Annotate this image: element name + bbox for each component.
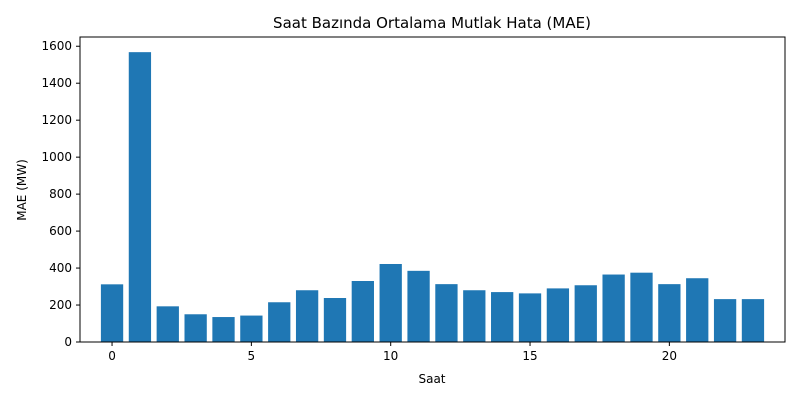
bar-hour-11 <box>407 270 430 342</box>
bar-hour-0 <box>100 284 124 342</box>
bars <box>100 52 765 342</box>
y-axis-ticks: 0 200 400 600 800 1000 1200 1400 1600 <box>41 39 80 349</box>
x-tick-label: 20 <box>662 349 677 363</box>
y-tick-label: 200 <box>49 298 72 312</box>
y-tick-label: 1600 <box>41 39 72 53</box>
bar-hour-3 <box>184 314 207 342</box>
plot-frame <box>79 36 786 343</box>
bar-hour-9 <box>351 281 374 342</box>
bar-hour-12 <box>435 284 458 342</box>
bar-hour-2 <box>156 306 179 342</box>
bar-hour-13 <box>463 290 486 342</box>
y-tick-label: 600 <box>49 224 72 238</box>
bar-hour-5 <box>240 315 263 342</box>
bar-hour-14 <box>491 292 514 342</box>
bar-hour-20 <box>658 284 681 342</box>
y-tick-label: 1000 <box>41 150 72 164</box>
bar-hour-1 <box>128 52 152 342</box>
bar-hour-15 <box>518 293 542 342</box>
y-tick-label: 1200 <box>41 113 72 127</box>
y-tick-label: 400 <box>49 261 72 275</box>
bar-hour-16 <box>546 288 570 342</box>
bar-hour-7 <box>295 290 319 342</box>
bar-hour-22 <box>713 299 737 342</box>
bar-hour-8 <box>323 298 347 342</box>
bar-hour-23 <box>741 299 765 342</box>
x-tick-label: 5 <box>248 349 256 363</box>
bar-hour-6 <box>268 302 291 342</box>
x-axis-ticks: 0 5 10 15 20 <box>108 342 677 363</box>
y-tick-label: 1400 <box>41 76 72 90</box>
bar-hour-4 <box>212 317 235 342</box>
bar-hour-19 <box>630 272 653 342</box>
bar-hour-21 <box>686 278 709 342</box>
chart-title: Saat Bazında Ortalama Mutlak Hata (MAE) <box>273 14 591 32</box>
x-axis-label: Saat <box>418 372 445 386</box>
x-tick-label: 0 <box>108 349 116 363</box>
bar-hour-18 <box>602 274 625 342</box>
y-tick-label: 800 <box>49 187 72 201</box>
bar-hour-10 <box>379 263 402 342</box>
x-tick-label: 15 <box>522 349 537 363</box>
y-tick-label: 0 <box>64 335 72 349</box>
x-tick-label: 10 <box>383 349 398 363</box>
bar-hour-17 <box>574 285 597 342</box>
y-axis-label: MAE (MW) <box>15 159 29 221</box>
